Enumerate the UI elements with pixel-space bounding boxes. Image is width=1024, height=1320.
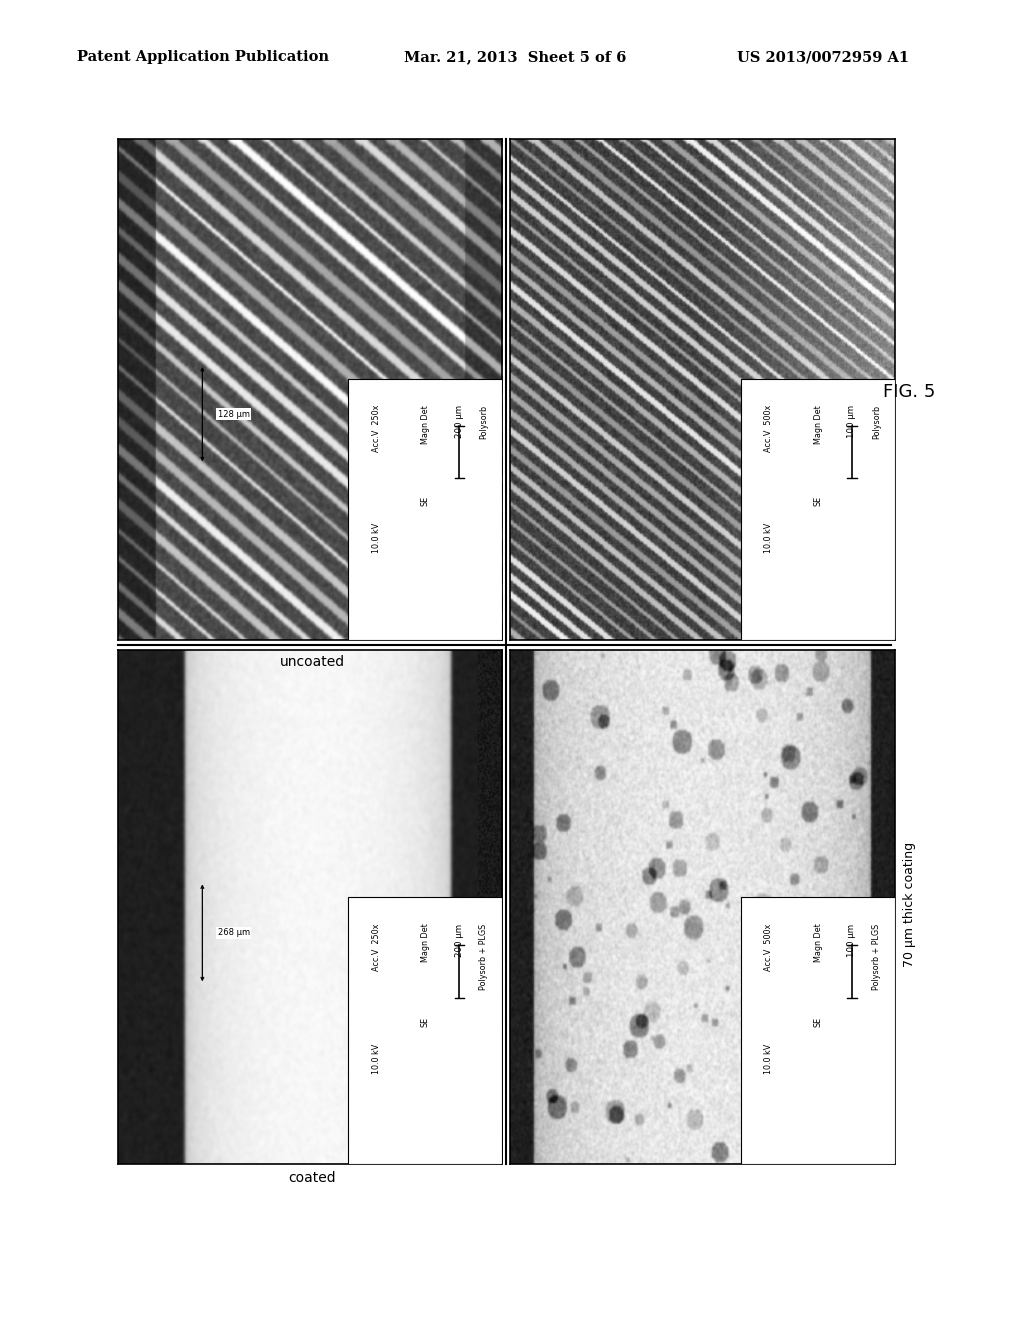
Text: 10.0 kV: 10.0 kV xyxy=(764,1044,773,1074)
Text: 100 μm: 100 μm xyxy=(848,924,856,957)
Text: 100 μm: 100 μm xyxy=(848,405,856,438)
Text: uncoated: uncoated xyxy=(280,656,345,669)
Text: Magn Det: Magn Det xyxy=(814,924,822,962)
Text: Patent Application Publication: Patent Application Publication xyxy=(77,50,329,65)
Text: Polysorb + PLGS: Polysorb + PLGS xyxy=(479,924,488,990)
Text: Mar. 21, 2013  Sheet 5 of 6: Mar. 21, 2013 Sheet 5 of 6 xyxy=(404,50,627,65)
Text: Acc.V  250x: Acc.V 250x xyxy=(372,405,381,453)
Text: SE: SE xyxy=(814,1018,822,1027)
Text: Polysorb: Polysorb xyxy=(479,405,488,440)
Text: 200 μm: 200 μm xyxy=(455,924,464,957)
Bar xyxy=(348,896,502,1164)
Text: SE: SE xyxy=(814,496,822,507)
Text: 200 μm: 200 μm xyxy=(455,405,464,438)
Text: Acc.V  500x: Acc.V 500x xyxy=(764,924,773,972)
Text: SE: SE xyxy=(421,496,430,507)
Text: Polysorb: Polysorb xyxy=(872,405,881,440)
Text: US 2013/0072959 A1: US 2013/0072959 A1 xyxy=(737,50,909,65)
Text: Polysorb + PLGS: Polysorb + PLGS xyxy=(872,924,881,990)
Text: Magn Det: Magn Det xyxy=(421,924,430,962)
Text: Magn Det: Magn Det xyxy=(814,405,822,444)
Text: coated: coated xyxy=(288,1171,336,1185)
Text: SE: SE xyxy=(421,1018,430,1027)
Text: 70 μm thick coating: 70 μm thick coating xyxy=(903,842,915,968)
Text: 128 μm: 128 μm xyxy=(218,409,250,418)
Text: Magn Det: Magn Det xyxy=(421,405,430,444)
Text: FIG. 5: FIG. 5 xyxy=(883,383,936,401)
Text: 10.0 kV: 10.0 kV xyxy=(764,523,773,553)
Text: Acc.V  250x: Acc.V 250x xyxy=(372,924,381,972)
Bar xyxy=(348,379,502,640)
Text: 10.0 kV: 10.0 kV xyxy=(372,1044,381,1074)
Text: Acc.V  500x: Acc.V 500x xyxy=(764,405,773,453)
Text: 268 μm: 268 μm xyxy=(218,928,250,937)
Bar xyxy=(741,896,895,1164)
Bar xyxy=(741,379,895,640)
Text: 10.0 kV: 10.0 kV xyxy=(372,523,381,553)
